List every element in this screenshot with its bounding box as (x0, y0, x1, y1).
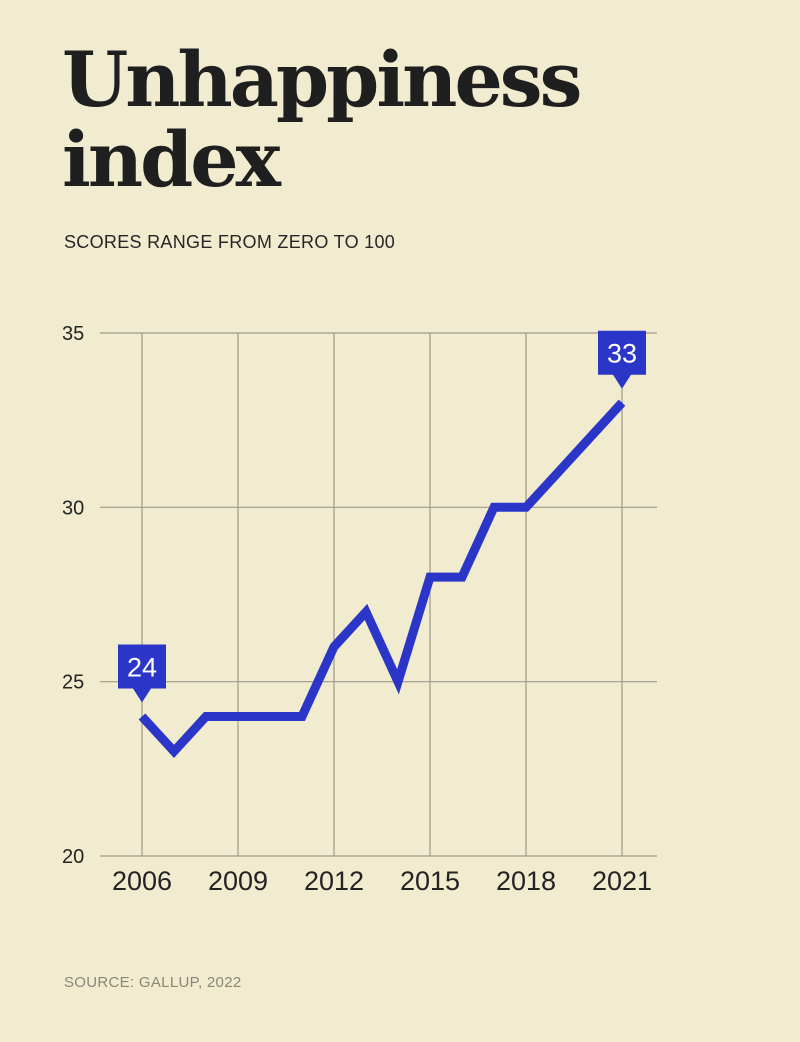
series-layer (138, 399, 626, 759)
annotation-layer: 24 33 (118, 330, 646, 703)
data-point (557, 471, 559, 473)
data-point (461, 576, 463, 578)
data-point (525, 506, 527, 508)
value-callout (118, 644, 166, 703)
data-point (397, 681, 399, 683)
y-tick-label: 35 (62, 323, 84, 345)
data-point (333, 646, 335, 648)
series-line (138, 399, 626, 759)
x-tick-label: 2015 (400, 866, 460, 896)
chart-title: Unhappiness index (62, 35, 582, 204)
data-label: 33 (607, 339, 637, 369)
data-point (621, 402, 623, 404)
data-point (493, 506, 495, 508)
data-point (205, 716, 207, 718)
data-point (141, 716, 143, 718)
data-point (173, 750, 175, 752)
data-point (269, 716, 271, 718)
x-tick-label: 2009 (208, 866, 268, 896)
y-tick-label: 25 (62, 672, 84, 694)
axis-ticks: 20 25 30 35 2006 2009 2012 2015 2018 2021 (62, 323, 652, 896)
data-label: 24 (127, 653, 157, 683)
value-callout (598, 330, 646, 389)
source-note: SOURCE: GALLUP, 2022 (64, 974, 242, 991)
data-point (301, 716, 303, 718)
chart-subtitle: SCORES RANGE FROM ZERO TO 100 (64, 232, 396, 252)
y-tick-label: 20 (62, 846, 84, 868)
y-tick-label: 30 (62, 497, 84, 519)
data-point (429, 576, 431, 578)
data-point (365, 611, 367, 613)
line-chart: 20 25 30 35 2006 2009 2012 2015 2018 2021 24 33 (62, 323, 657, 896)
grid-lines (100, 332, 657, 857)
x-tick-label: 2021 (592, 866, 652, 896)
x-tick-label: 2012 (304, 866, 364, 896)
data-point (237, 716, 239, 718)
data-point (589, 437, 591, 439)
x-tick-label: 2006 (112, 866, 172, 896)
x-tick-label: 2018 (496, 866, 556, 896)
